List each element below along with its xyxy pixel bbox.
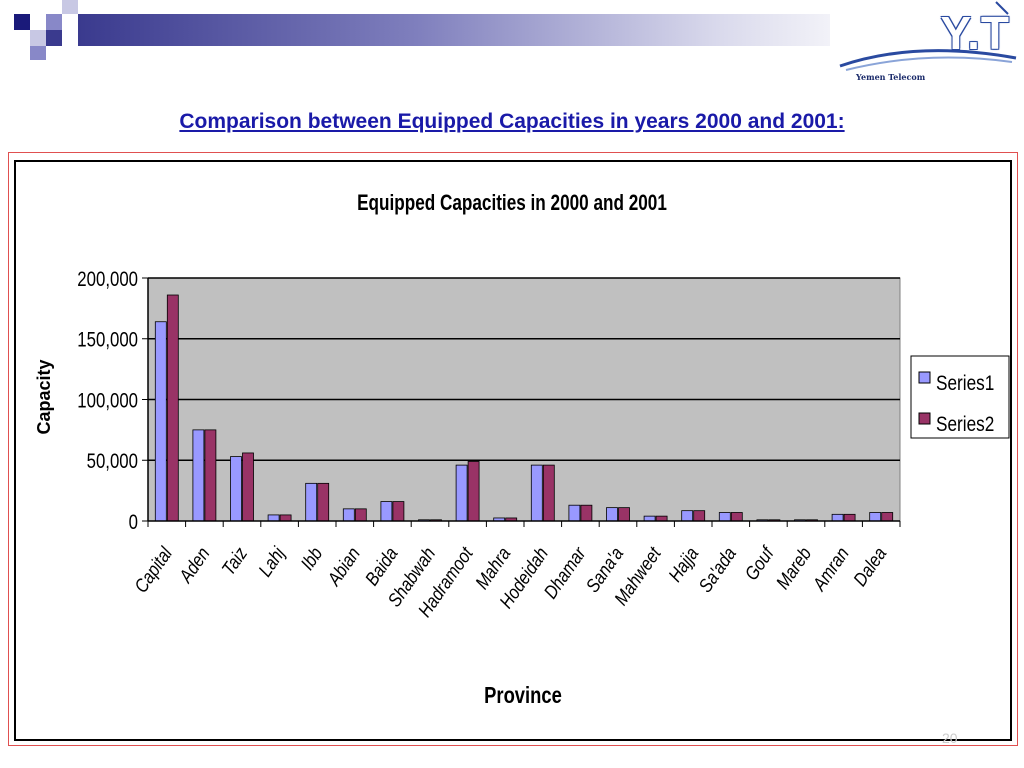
bar-series1-hajja (681, 510, 694, 522)
bar-series1-ibb (305, 482, 318, 522)
legend: Series1 Series2 (910, 355, 1010, 439)
page-title: Comparison between Equipped Capacities i… (179, 110, 845, 133)
bar-series1-sanaa (606, 507, 618, 522)
decor-square (46, 30, 62, 46)
outer-frame (8, 152, 1018, 746)
bar-series1-aden (192, 429, 205, 522)
bar-series1-hodeidah (530, 464, 543, 522)
bar-series2-baida (392, 501, 405, 522)
decor-square (14, 14, 30, 30)
bar-series1-lahj (267, 514, 280, 522)
axes (142, 277, 901, 527)
legend-swatch-series2 (918, 412, 931, 425)
bar-series2-hadramoot (467, 461, 480, 522)
bar-series1-amran (831, 513, 844, 522)
page-number: 20 (942, 730, 958, 746)
y-tick-label: 200,000 (77, 268, 138, 291)
bar-series2-taiz (242, 452, 254, 522)
bar-series1-saada (718, 512, 731, 522)
legend-swatch-series1 (918, 371, 931, 384)
y-tick-label: 100,000 (77, 390, 138, 413)
bar-series1-taiz (230, 456, 242, 522)
legend-label-series2: Series2 (936, 414, 994, 437)
bar-series1-dhamar (568, 504, 581, 522)
bar-series1-baida (380, 501, 393, 522)
bar-series2-abian (354, 508, 367, 522)
bar-series2-ibb (317, 482, 330, 522)
bar-series2-lahj (279, 514, 292, 522)
x-axis-label: Province (484, 683, 562, 708)
legend-label-series1: Series1 (936, 373, 994, 396)
bar-series2-aden (204, 429, 217, 522)
y-axis-label: Capacity (34, 359, 54, 434)
bars (154, 294, 894, 522)
bar-series1-abian (342, 508, 355, 522)
logo-mark: Y.T (940, 7, 1010, 59)
decor-square (46, 14, 62, 30)
bar-series2-hodeidah (542, 464, 555, 522)
decor-square (30, 46, 46, 60)
bar-series1-hadramoot (455, 464, 468, 522)
decor-square (30, 30, 46, 46)
yemen-telecom-logo: Y.T Yemen Telecom (836, 0, 1018, 90)
chart-title: Equipped Capacities in 2000 and 2001 (357, 191, 667, 216)
y-tick-labels: 200,000 150,000 100,000 50,000 0 (77, 268, 138, 534)
bar-series2-amran (843, 513, 856, 522)
bar-series2-dhamar (580, 504, 593, 522)
bar-series2-capital (166, 294, 179, 522)
gridlines (148, 277, 900, 461)
bar-series2-saada (730, 512, 743, 522)
bar-series1-capital (154, 321, 167, 522)
logo-text: Yemen Telecom (856, 72, 926, 82)
bar-series2-hajja (693, 510, 706, 522)
bar-series2-sanaa (618, 507, 630, 522)
bar-series1-dalea (869, 512, 882, 522)
y-tick-label: 150,000 (77, 329, 138, 352)
header-gradient-bar (78, 14, 830, 46)
bar-series2-dalea (881, 512, 894, 522)
y-tick-label: 50,000 (87, 451, 138, 474)
y-tick-label: 0 (129, 511, 138, 534)
logo-swoosh (839, 1, 1017, 71)
decor-square (62, 0, 78, 14)
